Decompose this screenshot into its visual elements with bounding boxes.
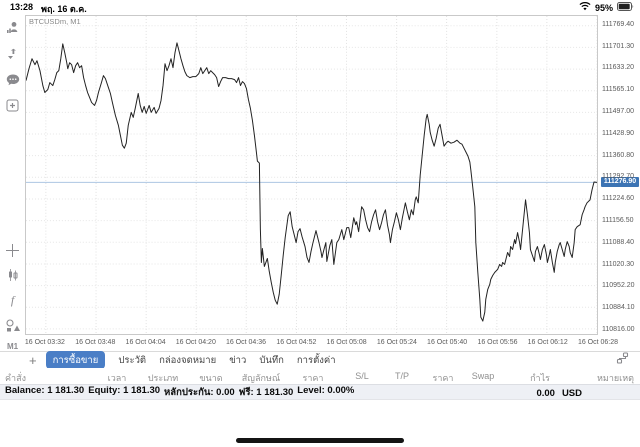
price-tick-label: 111020.30	[602, 260, 635, 268]
chart-canvas	[26, 16, 597, 334]
account-summary-text: Balance: 1 181.30 Equity: 1 181.30 หลักประ…	[5, 385, 354, 400]
time-tick-label: 16 Oct 03:32	[24, 339, 65, 346]
status-date: พฤ. 16 ต.ค.	[41, 4, 87, 14]
sort-columns-icon[interactable]	[616, 351, 629, 369]
price-tick-label: 111565.10	[602, 86, 635, 94]
column-header-volume: ขนาด	[199, 373, 223, 383]
price-tick-label: 110816.00	[602, 325, 635, 333]
current-price-badge: 111276.90	[601, 177, 639, 188]
chart-type-icon[interactable]	[0, 267, 25, 283]
column-header-symbol: สัญลักษณ์	[241, 373, 281, 383]
tab-trade[interactable]: การซื้อขาย	[45, 351, 106, 369]
chat-icon[interactable]	[0, 72, 25, 88]
tab-settings[interactable]: การตั้งค่า	[296, 354, 336, 366]
account-metric: หลักประกัน: 0.00	[164, 386, 235, 398]
column-header-order: คำสั่ง	[5, 373, 26, 383]
chart-toolbar: f M1	[0, 14, 25, 351]
battery-percent: 95%	[594, 2, 613, 13]
battery-icon	[617, 2, 634, 13]
price-tick-label: 111360.80	[602, 151, 635, 159]
price-tick-label: 111769.40	[602, 20, 635, 28]
price-tick-label: 111224.60	[602, 195, 635, 203]
tab-news[interactable]: ข่าว	[229, 354, 247, 366]
new-order-icon[interactable]	[0, 97, 25, 113]
price-tick-label: 111156.50	[602, 216, 634, 224]
column-header-comment: หมายเหตุ	[596, 373, 634, 383]
indicators-icon[interactable]: f	[10, 292, 15, 307]
account-currency: USD	[561, 387, 582, 399]
time-axis: 16 Oct 03:32 16 Oct 03:48 16 Oct 04:04 16 O…	[0, 336, 640, 350]
column-header-price-open: ราคา	[302, 373, 324, 383]
price-tick-label: 110952.20	[602, 282, 635, 290]
time-tick-label: 16 Oct 04:20	[175, 339, 216, 346]
time-tick-label: 16 Oct 04:52	[276, 339, 317, 346]
account-metric: Equity: 1 181.30	[88, 384, 161, 396]
home-indicator[interactable]	[236, 438, 404, 443]
tab-journal[interactable]: บันทึก	[259, 354, 284, 366]
total-profit: 0.00	[536, 387, 555, 399]
price-tick-label: 111497.00	[602, 108, 635, 115]
account-summary-bar: Balance: 1 181.30 Equity: 1 181.30 หลักประ…	[0, 384, 640, 400]
time-tick-label: 16 Oct 05:24	[376, 339, 417, 346]
account-metric: Level: 0.00%	[297, 384, 355, 396]
tab-mailbox[interactable]: กล่องจดหมาย	[159, 354, 217, 366]
price-tick-label: 111633.20	[602, 64, 635, 72]
add-button[interactable]: +	[29, 352, 37, 368]
account-metric: Balance: 1 181.30	[5, 384, 85, 396]
column-header-sl: S/L	[355, 371, 369, 381]
quotes-icon[interactable]	[0, 20, 25, 36]
column-header-profit: กำไร	[530, 373, 550, 383]
account-metric: ฟรี: 1 181.30	[238, 386, 294, 398]
clock: 13:28	[10, 2, 34, 12]
time-tick-label: 16 Oct 04:36	[225, 339, 267, 346]
bottom-tab-bar: + การซื้อขาย ประวัติ กล่องจดหมาย ข่าว บันทึก…	[0, 351, 640, 369]
column-header-type: ประเภท	[147, 373, 179, 383]
tab-history[interactable]: ประวัติ	[118, 354, 147, 366]
time-tick-label: 16 Oct 05:40	[427, 339, 468, 346]
time-tick-label: 16 Oct 04:04	[125, 339, 166, 346]
time-tick-label: 16 Oct 05:56	[477, 339, 518, 346]
column-header-price-current: ราคา	[432, 373, 454, 383]
price-axis: 111276.90 111769.40 111701.30 111633.20 111…	[599, 15, 640, 335]
time-tick-label: 16 Oct 06:12	[527, 339, 568, 346]
time-tick-label: 16 Oct 05:08	[326, 339, 367, 346]
time-tick-label: 16 Oct 06:28	[577, 339, 619, 346]
crosshair-icon[interactable]	[0, 242, 25, 258]
price-tick-label: 110884.10	[602, 304, 635, 312]
time-tick-label: 16 Oct 03:48	[75, 339, 116, 346]
orders-table-header: คำสั่ง เวลา ประเภท ขนาด สัญลักษณ์ ราคา S/L T/P ร…	[0, 368, 640, 384]
alerts-icon[interactable]	[0, 46, 25, 62]
price-tick-label: 111088.40	[602, 238, 635, 246]
price-tick-label: 111701.30	[602, 42, 635, 50]
column-header-time: เวลา	[107, 373, 127, 383]
objects-icon[interactable]	[0, 317, 25, 333]
chart-symbol-label: BTCUSDm, M1	[29, 17, 81, 26]
column-header-swap: Swap	[471, 371, 495, 381]
timeframe-button[interactable]: M1	[6, 342, 19, 351]
wifi-icon	[579, 2, 591, 13]
price-chart[interactable]: BTCUSDm, M1	[25, 15, 598, 335]
price-tick-label: 111292.70	[602, 173, 635, 181]
price-tick-label: 111428.90	[602, 129, 635, 137]
status-bar: 13:28 พฤ. 16 ต.ค. 95%	[0, 0, 640, 14]
column-header-tp: T/P	[394, 371, 410, 381]
